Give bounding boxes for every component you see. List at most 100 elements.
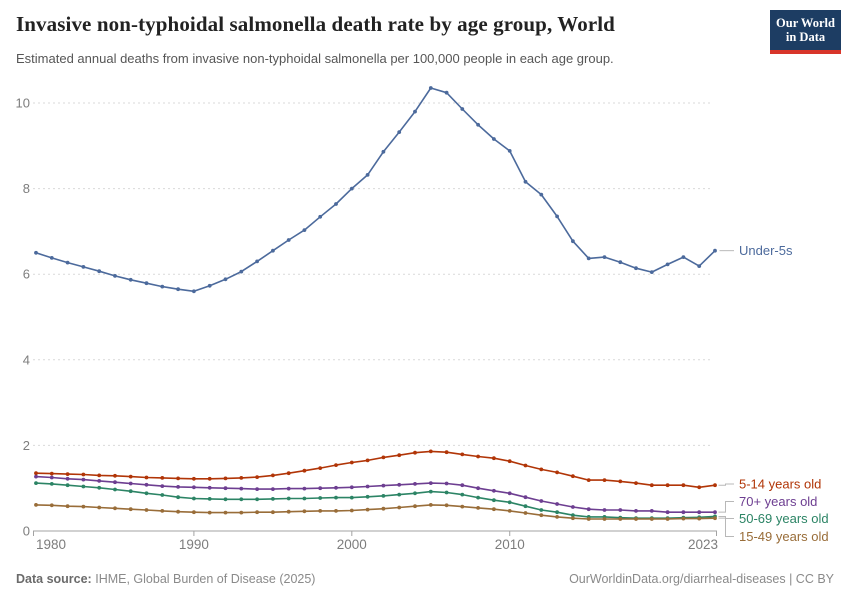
data-point [507, 149, 512, 153]
data-point [113, 480, 117, 485]
data-point [223, 277, 228, 282]
data-source-value: IHME, Global Burden of Disease (2025) [95, 572, 316, 586]
data-point [349, 460, 354, 465]
data-point [444, 481, 449, 486]
data-point [381, 483, 386, 488]
data-point [223, 510, 228, 515]
data-point [160, 284, 165, 289]
series-label-15-49-years-old[interactable]: 15-49 years old [739, 529, 829, 544]
series-label-70-years-old[interactable]: 70+ years old [739, 494, 817, 509]
data-point [302, 509, 307, 514]
data-point [365, 458, 370, 463]
data-point [428, 481, 433, 485]
data-point [207, 510, 212, 515]
data-point [476, 486, 480, 491]
owid-logo-line1: Our World [776, 16, 835, 30]
data-point [255, 497, 259, 502]
data-point [349, 508, 354, 513]
data-point [49, 256, 54, 260]
series-label-5-14-years-old[interactable]: 5-14 years old [739, 476, 821, 491]
data-point [697, 510, 702, 515]
data-point [713, 510, 717, 515]
data-point [65, 483, 70, 488]
data-point [113, 274, 117, 278]
data-point [113, 487, 117, 492]
data-point [444, 503, 449, 508]
data-point [286, 486, 291, 491]
data-point [586, 517, 591, 521]
data-point [397, 492, 402, 497]
data-point [539, 513, 544, 518]
data-point [223, 497, 228, 502]
data-point [271, 510, 275, 515]
data-point [302, 486, 307, 491]
data-point [476, 506, 480, 510]
label-connector-5-14-years-old [718, 483, 735, 486]
data-point [507, 491, 512, 496]
data-point [128, 481, 133, 486]
data-point [334, 509, 338, 513]
data-point [365, 484, 370, 489]
data-point [160, 509, 165, 513]
data-point [713, 483, 717, 488]
data-point [460, 452, 465, 457]
data-point [239, 497, 244, 502]
data-point [681, 516, 686, 521]
data-point [397, 482, 402, 487]
series-70-years-old[interactable] [34, 474, 717, 515]
x-axis-label-1980: 1980 [36, 537, 66, 552]
data-point [697, 516, 702, 521]
data-point [397, 130, 402, 135]
data-point [81, 504, 86, 509]
data-point [334, 485, 338, 490]
data-point [286, 509, 291, 514]
data-point [207, 283, 212, 288]
x-axis-label-2000: 2000 [337, 537, 367, 552]
series-50-69-years-old[interactable] [34, 481, 717, 521]
data-point [413, 491, 417, 496]
data-point [555, 214, 559, 219]
data-point [444, 450, 449, 455]
data-source: Data source: IHME, Global Burden of Dise… [16, 572, 315, 586]
series-line-50-69-years-old [35, 482, 716, 520]
data-point [428, 489, 433, 494]
data-point [539, 192, 544, 197]
data-point [97, 269, 102, 274]
data-point [618, 260, 623, 265]
data-point [207, 476, 212, 481]
data-point [602, 508, 607, 512]
data-point [349, 495, 354, 500]
series-label-under-5s[interactable]: Under-5s [739, 243, 793, 258]
data-point [318, 509, 323, 513]
series-under-5s[interactable] [34, 86, 717, 294]
data-point [302, 228, 307, 233]
data-point [634, 509, 638, 513]
data-point [97, 473, 102, 478]
owid-logo[interactable]: Our World in Data [770, 10, 841, 54]
data-point [318, 496, 323, 500]
data-point [381, 494, 386, 498]
data-point [665, 510, 670, 515]
series-15-49-years-old[interactable] [34, 503, 717, 521]
data-point [618, 508, 623, 512]
series-5-14-years-old[interactable] [34, 449, 717, 490]
data-point [507, 459, 512, 464]
data-point [460, 492, 465, 497]
data-point [571, 474, 575, 479]
data-point [334, 463, 338, 467]
y-axis-label-2: 2 [23, 438, 30, 453]
data-point [681, 483, 686, 488]
owid-link[interactable]: OurWorldinData.org/diarrheal-diseases | … [569, 572, 834, 586]
data-point [318, 214, 323, 219]
series-label-50-69-years-old[interactable]: 50-69 years old [739, 511, 829, 526]
data-point [207, 485, 212, 490]
data-point [144, 508, 149, 512]
data-point [144, 475, 149, 480]
y-axis-label-10: 10 [16, 96, 30, 111]
data-point [555, 515, 559, 519]
data-point [144, 491, 149, 496]
owid-logo-line2: in Data [785, 30, 826, 44]
label-connector-15-49-years-old [718, 517, 735, 537]
data-point [160, 476, 165, 480]
data-point [34, 474, 38, 479]
